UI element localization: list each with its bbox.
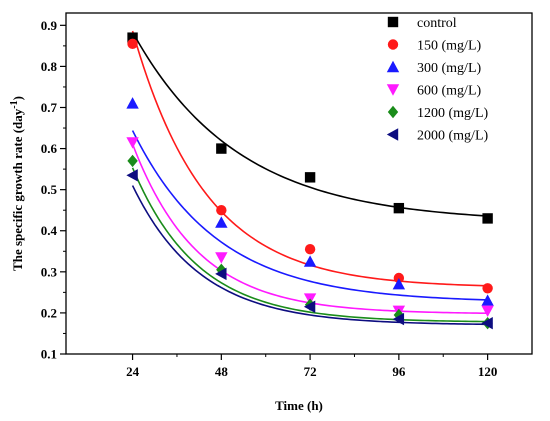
legend-marker-5 (386, 128, 399, 141)
data-point-series1-1 (216, 205, 227, 216)
plot-frame (65, 12, 533, 355)
legend-marker-0 (387, 16, 399, 28)
x-tick-label-72: 72 (304, 364, 317, 379)
fit-curve-4 (131, 167, 488, 323)
data-point-series3-4 (481, 305, 494, 318)
data-point-series0-2 (304, 172, 316, 183)
data-point-series1-0 (127, 38, 138, 50)
data-point-series5-4 (481, 316, 493, 330)
data-point-series1-2 (304, 244, 316, 255)
y-axis-title-tail: ) (10, 96, 25, 100)
y-axis-title-main: The specific growth rate (day (10, 108, 25, 271)
x-tick-label-48: 48 (215, 364, 229, 379)
x-tick-label-96: 96 (392, 364, 406, 379)
fit-curve-5 (131, 185, 488, 326)
data-point-series0-4 (482, 213, 493, 224)
y-axis-title-superscript: -1 (9, 100, 20, 108)
data-point-series3-0 (126, 137, 139, 149)
data-point-series2-3 (392, 277, 406, 290)
y-tick-label-0.5: 0.5 (41, 182, 58, 197)
data-point-series5-2 (303, 300, 316, 313)
y-tick-label-0.8: 0.8 (41, 59, 58, 74)
y-tick-label-0.6: 0.6 (41, 141, 58, 156)
data-point-series5-1 (215, 267, 227, 281)
x-tick-label-24: 24 (126, 364, 140, 379)
y-tick-label-0.1: 0.1 (41, 347, 57, 362)
legend-label-1: 150 (mg/L) (417, 39, 481, 54)
fit-curve-2 (131, 130, 488, 301)
data-point-series4-0 (127, 154, 138, 168)
legend-label-4: 1200 (mg/L) (417, 106, 488, 121)
data-points-layer (126, 32, 494, 330)
axes-layer: 24 48 72 96 120 0.1 0.2 0.3 0.4 0.5 0.6 0.7 0.8 0.9 (41, 12, 533, 379)
fit-curve-3 (131, 143, 488, 315)
fit-curve-0 (131, 31, 488, 217)
legend-label-5: 2000 (mg/L) (417, 129, 488, 144)
data-point-series2-1 (215, 216, 228, 228)
legend-label-3: 600 (mg/L) (417, 84, 481, 99)
y-tick-label-0.7: 0.7 (41, 100, 58, 115)
legend-marker-4 (387, 105, 399, 119)
x-axis-title: Time (h) (275, 398, 323, 413)
data-point-series0-1 (216, 143, 227, 154)
data-point-series1-4 (482, 283, 493, 294)
legend-label-2: 300 (mg/L) (417, 61, 481, 76)
data-point-series2-4 (481, 294, 494, 306)
y-tick-label-0.3: 0.3 (41, 264, 58, 279)
x-tick-label-120: 120 (478, 364, 498, 379)
data-point-series2-0 (126, 97, 139, 109)
legend-marker-1 (387, 39, 399, 50)
y-axis-title: The specific growth rate (day-1) (9, 96, 25, 271)
data-point-series0-0 (127, 32, 138, 43)
legend-marker-2 (386, 60, 400, 73)
legend: control 150 (mg/L) 300 (mg/L) 600 (mg/L) 120… (386, 16, 488, 144)
legend-label-0: control (417, 16, 457, 31)
y-tick-label-0.9: 0.9 (41, 18, 58, 33)
y-tick-label-0.2: 0.2 (41, 305, 57, 320)
data-point-series0-3 (393, 202, 405, 214)
data-point-series3-1 (215, 252, 228, 264)
data-point-series5-3 (392, 312, 405, 326)
legend-marker-3 (386, 84, 400, 96)
data-point-series2-2 (303, 255, 317, 267)
y-tick-label-0.4: 0.4 (41, 223, 58, 238)
data-point-series5-0 (126, 169, 138, 182)
